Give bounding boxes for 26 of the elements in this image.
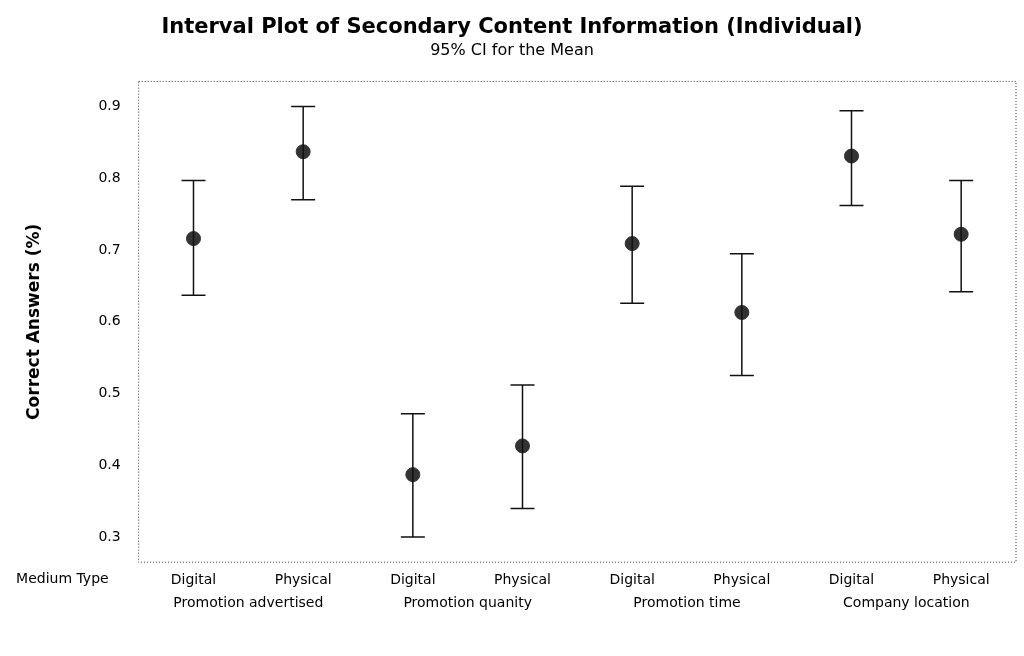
x-tick-label: Physical: [274, 571, 332, 588]
text: Promotion advertised: [173, 593, 324, 610]
x-tick-label: Digital: [609, 571, 655, 588]
chart-subtitle: 95% CI for the Mean: [429, 40, 595, 59]
point: [844, 148, 859, 164]
point: [515, 438, 530, 454]
text: Company location: [843, 593, 970, 610]
x-tick-label: Physical: [713, 571, 771, 588]
x-tick-label: Physical: [494, 571, 551, 588]
y-tick-label: 0.6: [98, 312, 121, 329]
point: [186, 231, 201, 247]
x-tick-label: Physical: [932, 571, 990, 588]
x-tick-label: Digital: [828, 571, 875, 588]
x-tick-label: Digital: [170, 571, 217, 588]
y-tick-label: 0.5: [98, 384, 121, 401]
y-tick-label: 0.7: [98, 240, 121, 257]
y-tick-label: 0.9: [98, 97, 121, 114]
y-axis-title: Correct Answers (%): [22, 223, 43, 420]
text: Promotion quanity: [403, 593, 532, 610]
y-tick-label: 0.4: [98, 455, 121, 472]
y-tick-label: 0.8: [98, 168, 121, 185]
x-axis-title: Medium Type: [16, 569, 109, 586]
x-tick-label: Digital: [390, 571, 436, 588]
y-tick-label: 0.3: [98, 527, 121, 544]
text: Promotion time: [633, 593, 741, 610]
chart-title: Interval Plot of Secondary Content Information (Individual): [160, 14, 864, 38]
